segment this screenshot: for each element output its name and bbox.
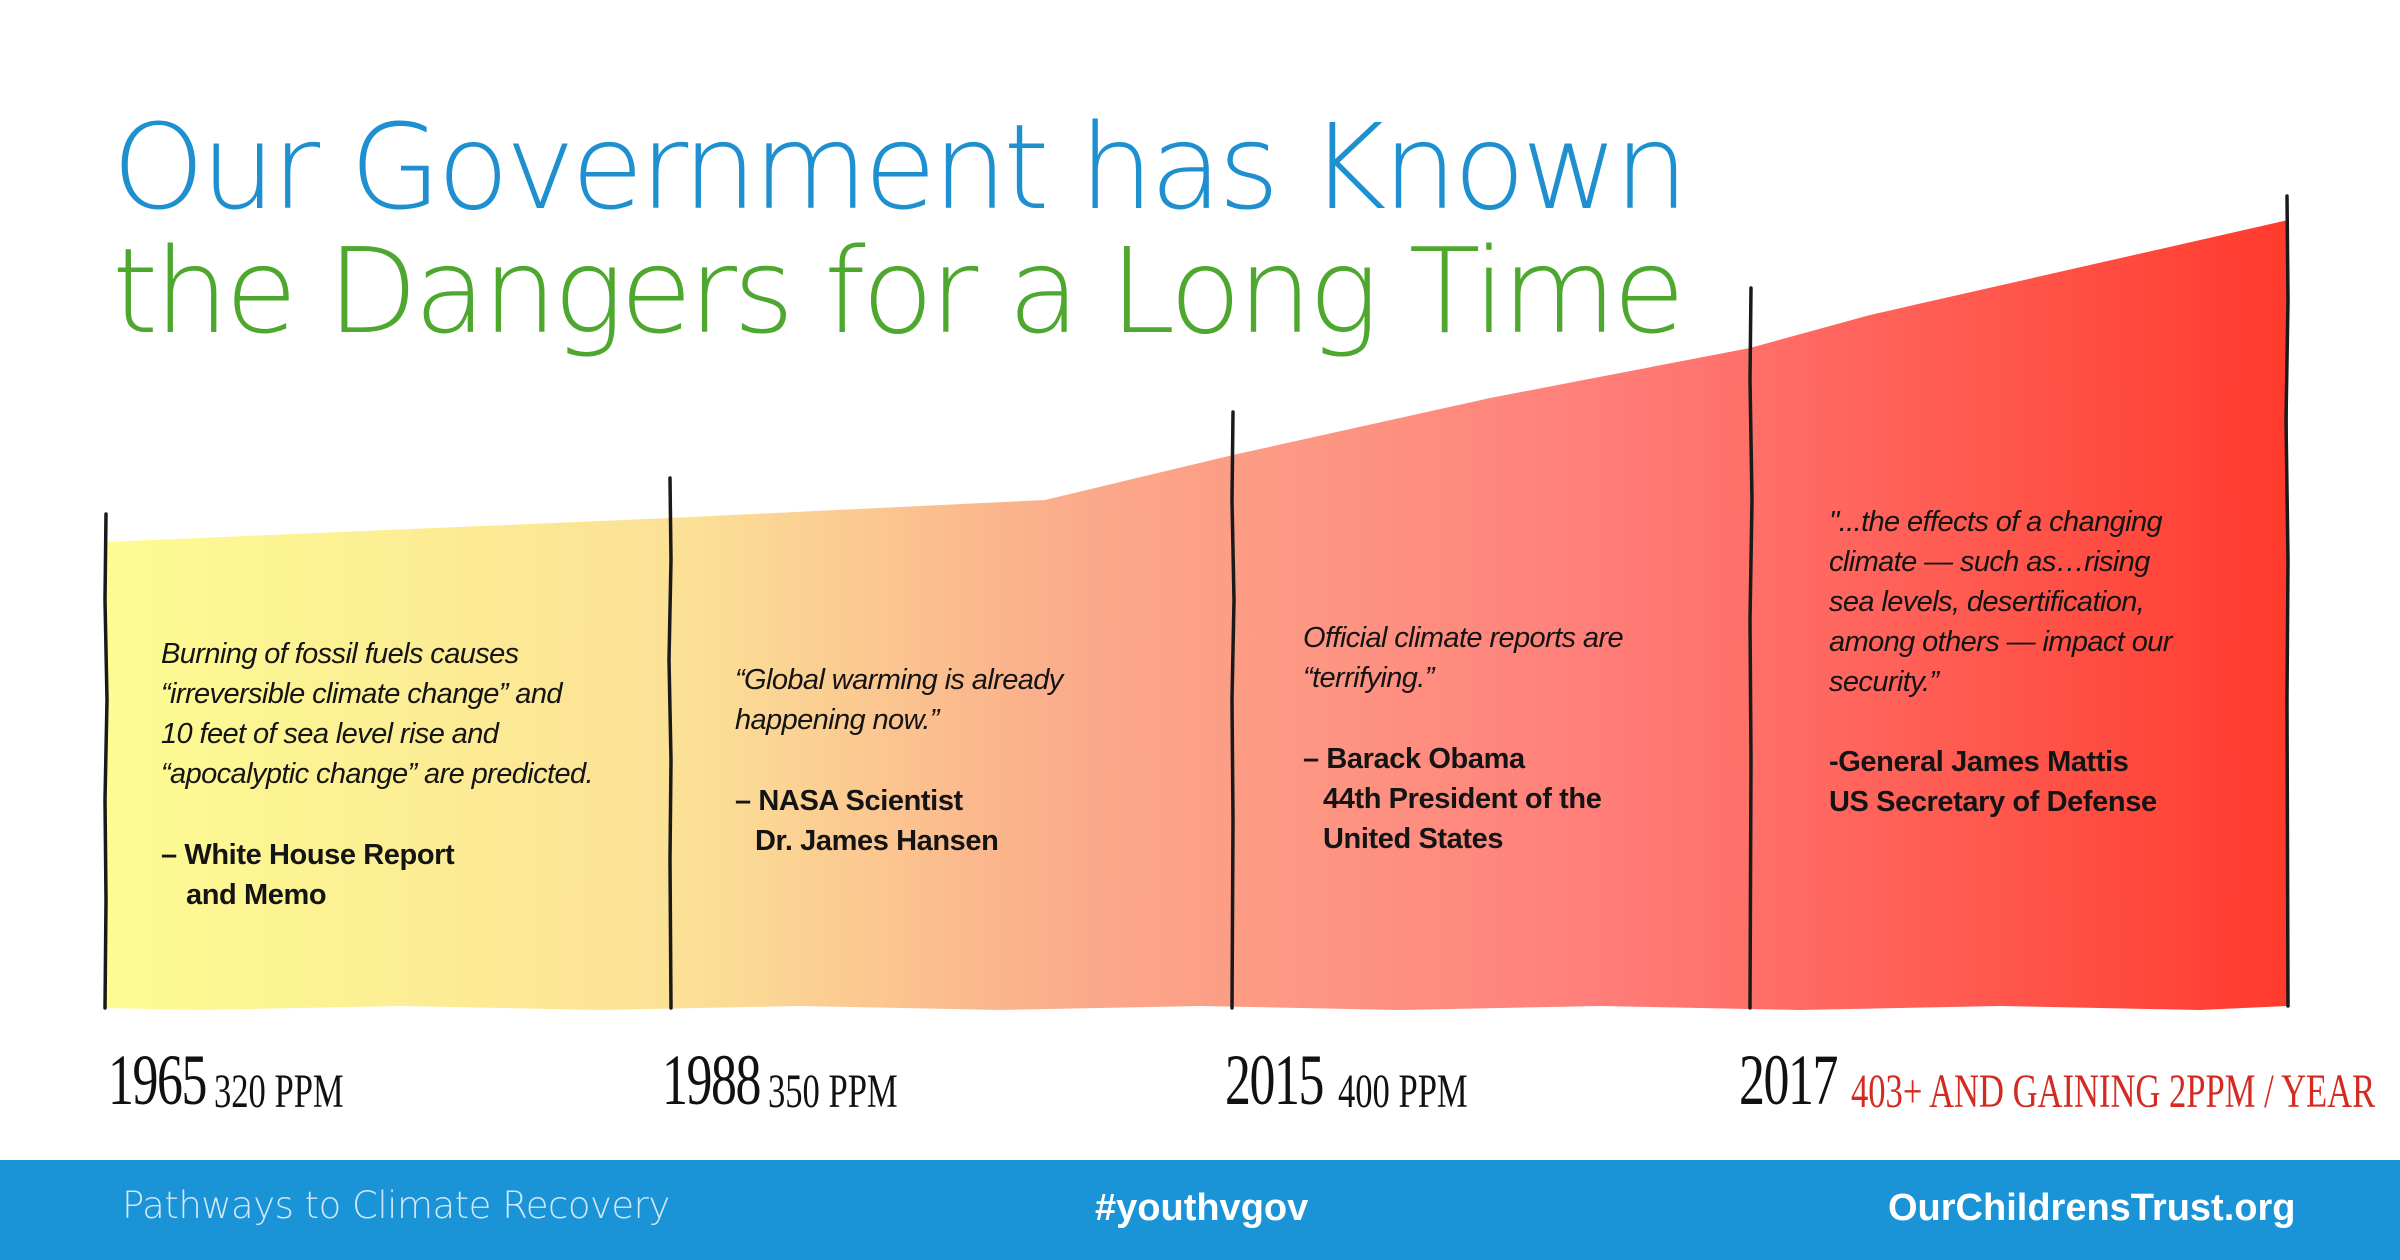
timeline-divider-1965 — [103, 512, 109, 1010]
title-line-2: the Dangers for a Long Time — [112, 222, 1685, 360]
ppm-1988: 350 PPM — [768, 1065, 898, 1118]
attribution-2017: -General James Mattis US Secretary of De… — [1829, 746, 2157, 818]
timeline-divider-2015 — [1230, 410, 1236, 1010]
attribution-2015: – Barack Obama 44th President of the Uni… — [1303, 743, 1602, 855]
footer-website-link[interactable]: OurChildrensTrust.org — [1888, 1187, 2296, 1229]
attribution-1965: – White House Report and Memo — [161, 839, 455, 911]
year-2015: 2015 — [1225, 1040, 1324, 1120]
ppm-1965: 320 PPM — [214, 1065, 344, 1118]
quote-2017: "...the effects of a changing climate — … — [1829, 506, 2172, 698]
title-line-1: Our Government has Known — [112, 98, 1689, 236]
ppm-2017: 403+ AND GAINING 2PPM / YEAR — [1851, 1065, 2376, 1118]
footer-bar — [0, 1160, 2400, 1260]
year-1988: 1988 — [662, 1040, 761, 1120]
quote-1988: “Global warming is already happening now… — [735, 664, 1063, 736]
quote-1965: Burning of fossil fuels causes “irrevers… — [161, 638, 594, 790]
timeline-divider-2017 — [1748, 286, 1754, 1010]
footer-tagline: Pathways to Climate Recovery — [122, 1184, 670, 1227]
year-2017: 2017 — [1739, 1040, 1838, 1120]
ppm-2015: 400 PPM — [1338, 1065, 1468, 1118]
rising-area-fill — [105, 220, 2288, 1010]
quote-2015: Official climate reports are “terrifying… — [1303, 622, 1624, 694]
timeline-divider-end — [2284, 194, 2290, 1008]
footer-hashtag: #youthvgov — [1095, 1187, 1309, 1229]
attribution-1988: – NASA Scientist Dr. James Hansen — [735, 785, 999, 857]
timeline-divider-1988 — [667, 476, 673, 1010]
year-1965: 1965 — [108, 1040, 207, 1120]
